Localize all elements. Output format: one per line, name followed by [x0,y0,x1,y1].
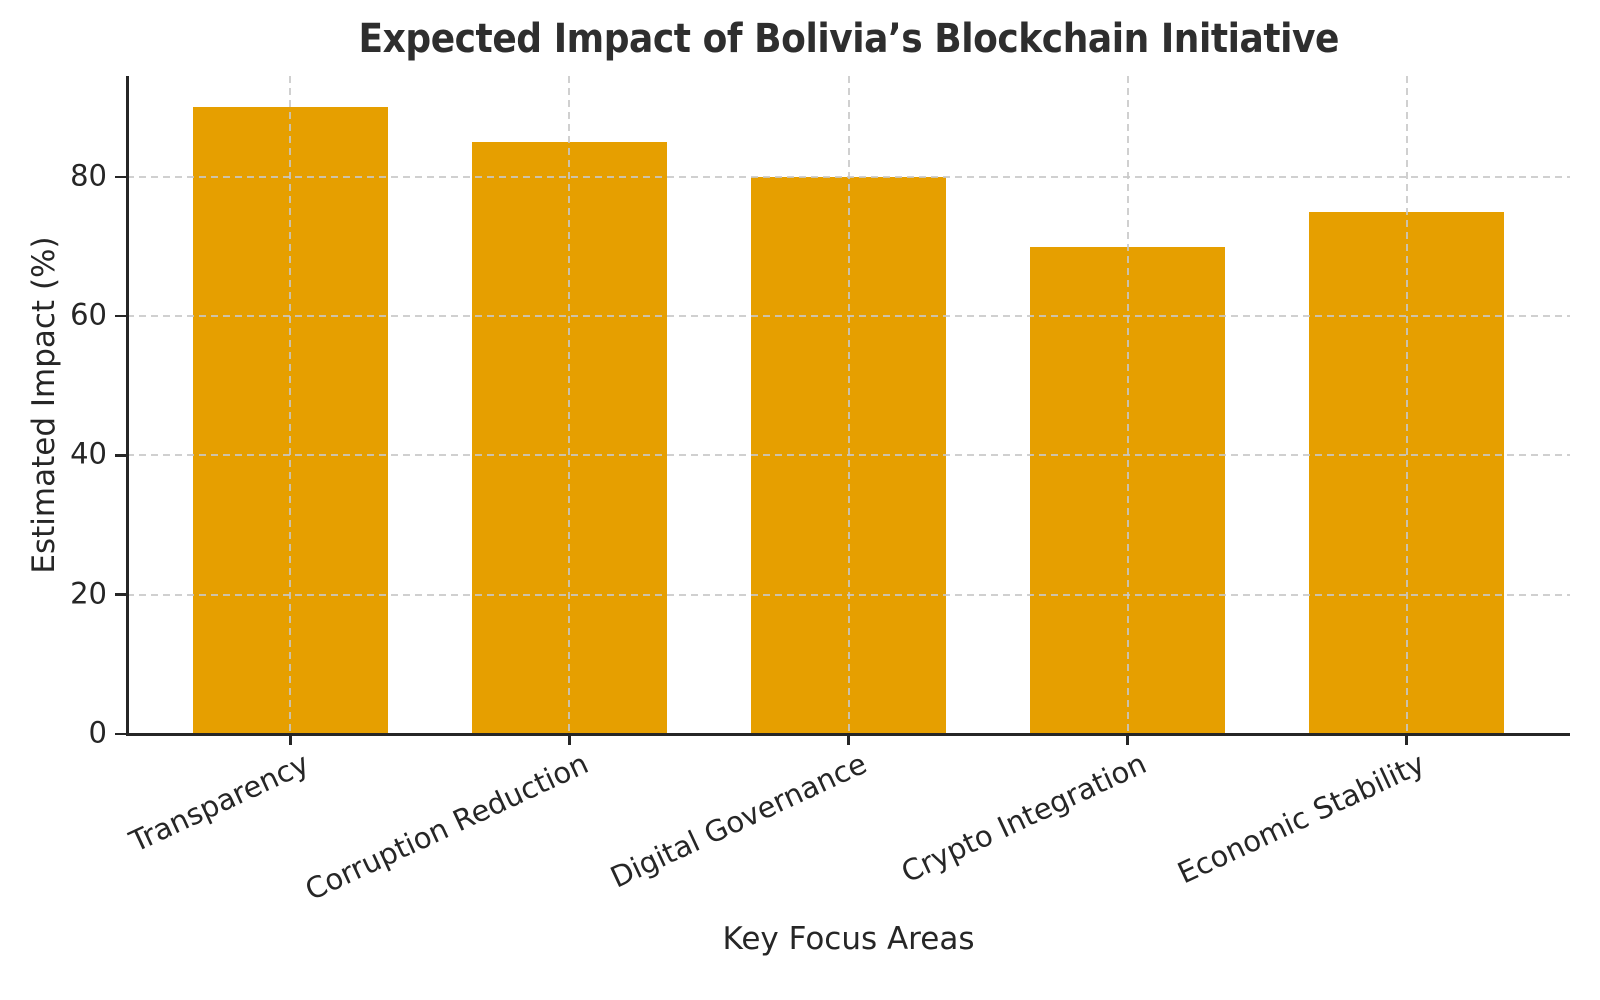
x-tick-label: Digital Governance [605,746,873,895]
x-axis-label: Key Focus Areas [722,921,975,957]
x-tick [1126,734,1129,745]
xlabel-row: Key Focus Areas [127,921,1570,957]
x-gridline [847,76,850,734]
title-row: Expected Impact of Bolivia’s Blockchain … [127,16,1570,62]
y-tick-label: 40 [70,436,107,471]
x-tick [568,734,571,745]
y-axis-spine [126,76,129,735]
x-tick-label: Economic Stability [1172,746,1431,891]
x-gridline [1405,76,1408,734]
y-tick [115,593,127,596]
y-tick [115,314,127,318]
x-tick-label: Transparency [124,746,314,859]
x-axis-spine [126,733,1570,736]
x-tick-label: Crypto Integration [895,746,1152,890]
y-tick [115,732,127,736]
y-tick-label: 0 [88,715,107,750]
x-tick [1405,734,1408,745]
y-tick [115,454,127,457]
y-tick-label: 20 [70,576,107,611]
chart-title: Expected Impact of Bolivia’s Blockchain … [358,16,1339,62]
plot-area: 0 20 40 60 80 Transparency Corruption Reductio… [70,76,1570,907]
x-tick-label: Corruption Reduction [299,746,593,908]
x-gridline [1126,76,1129,734]
x-tick [289,734,292,745]
y-axis-label: Estimated Impact (%) [26,236,62,574]
y-tick-label: 80 [70,158,107,193]
y-tick-label: 60 [70,297,107,332]
x-gridline [568,76,571,734]
x-gridline [289,76,292,734]
x-tick [847,734,850,745]
y-tick [115,175,127,179]
